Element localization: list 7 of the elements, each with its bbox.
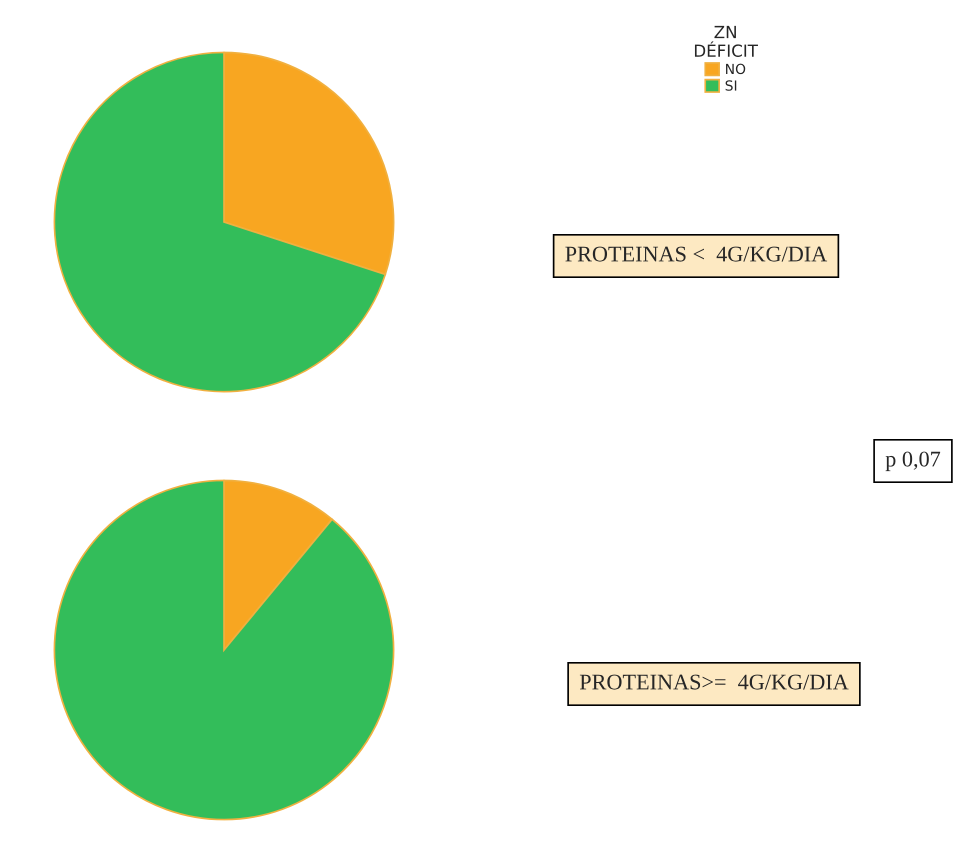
text: PROTEINAS < 4G/KG/DIA xyxy=(565,246,828,262)
pie-slice xyxy=(54,480,394,820)
legend-label: NO xyxy=(726,64,746,74)
text: p 0,07 xyxy=(886,452,940,472)
legend-title: ZN DÉFICIT xyxy=(694,26,758,57)
legend-label: SI xyxy=(726,80,736,91)
text: PROTEINAS>= 4G/KG/DIA xyxy=(580,674,849,690)
